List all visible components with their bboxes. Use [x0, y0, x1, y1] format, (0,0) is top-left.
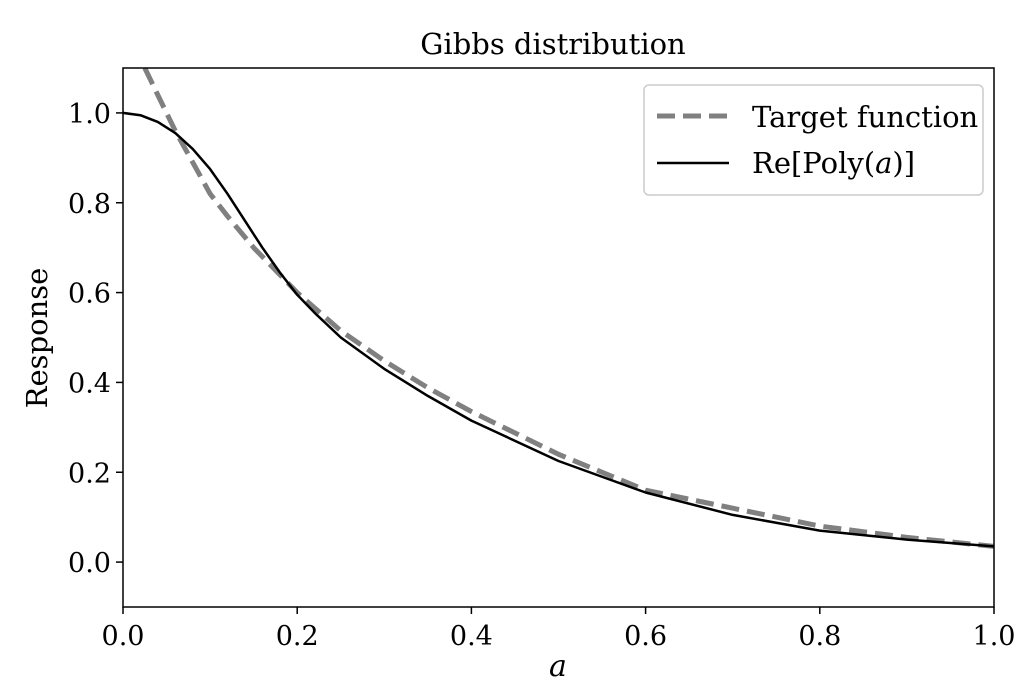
series-line-0 [142, 68, 994, 549]
chart-title: Gibbs distribution [420, 27, 686, 61]
series-line-1 [123, 111, 994, 548]
x-tick-label: 1.0 [973, 621, 1016, 652]
y-axis: 0.0 0.2 0.4 0.6 0.8 1.0 [68, 99, 123, 579]
axes-frame [122, 67, 995, 608]
x-axis: 0.0 0.2 0.4 0.6 0.8 1.0 [102, 607, 1016, 652]
x-tick-label: 0.6 [624, 621, 667, 652]
x-tick-label: 0.4 [450, 621, 493, 652]
x-tick-label: 0.0 [102, 621, 145, 652]
x-tick-label: 0.8 [798, 621, 841, 652]
x-axis-label: a [549, 649, 567, 684]
legend-label-poly: Re[Poly(a)] [752, 146, 915, 180]
y-tick-label: 0.0 [68, 548, 111, 579]
plot-area [123, 68, 994, 549]
y-tick-label: 0.2 [68, 458, 111, 489]
legend-label-target-function: Target function [752, 100, 978, 134]
y-axis-label: Response [20, 268, 54, 409]
x-tick-label: 0.2 [276, 621, 319, 652]
y-tick-label: 0.6 [68, 279, 111, 310]
legend: Target function Re[Poly(a)] [643, 84, 984, 196]
legend-box [643, 84, 984, 196]
y-tick-label: 0.8 [68, 189, 111, 220]
y-tick-label: 0.4 [68, 368, 111, 399]
y-tick-label: 1.0 [68, 99, 111, 130]
